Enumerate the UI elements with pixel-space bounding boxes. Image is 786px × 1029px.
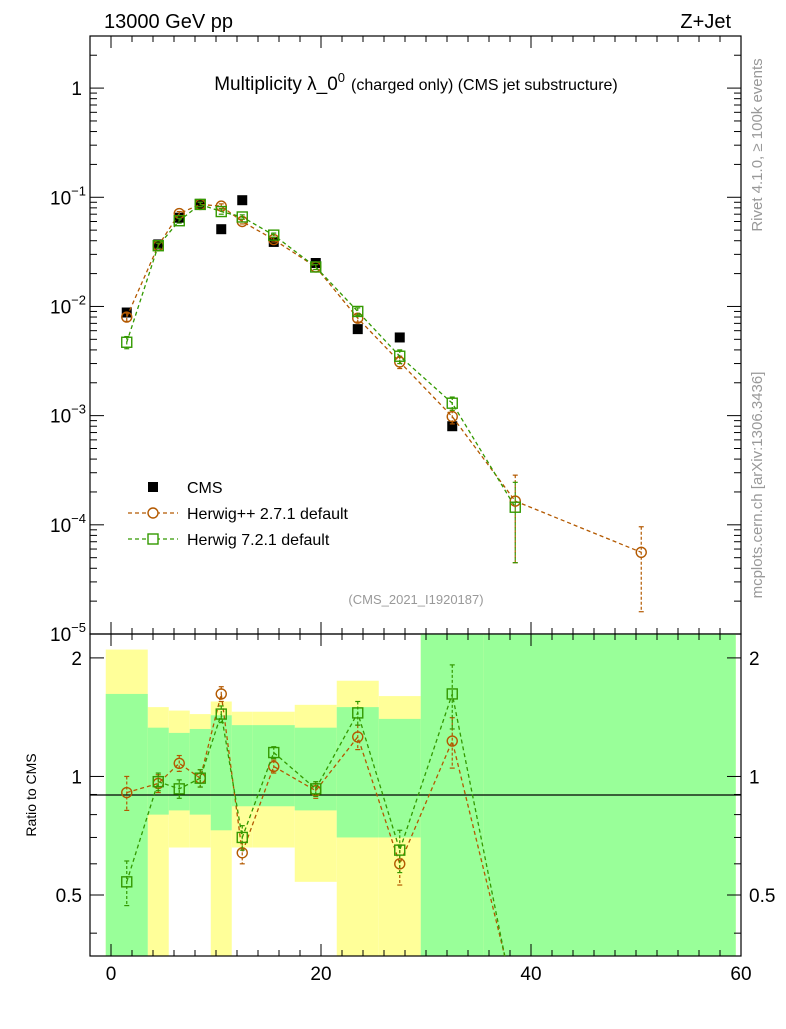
x-axis: 0 20 40 60 — [106, 634, 752, 985]
legend: CMS Herwig++ 2.7.1 default Herwig 7.2.1 de… — [128, 480, 349, 549]
band-inner — [147, 727, 169, 815]
chart-title: Multiplicity λ_00 (charged only) (CMS jet… — [214, 70, 618, 95]
herwigpp-marker — [635, 546, 647, 559]
ratio-herwig7-marker — [268, 746, 280, 759]
main-y-tick-label: 10−5 — [50, 620, 86, 646]
ratio-y-tick-label-right: 1 — [749, 767, 760, 788]
ratio-herwigpp-marker — [173, 757, 185, 769]
main-series — [121, 195, 647, 647]
header-left: 13000 GeV pp — [104, 11, 233, 33]
rivet-label: Rivet 4.1.0, ≥ 100k events — [749, 58, 766, 231]
herwig7-marker — [268, 229, 280, 241]
cms-data-point — [394, 332, 405, 343]
cms-data-point — [174, 212, 185, 223]
herwig7-marker — [152, 240, 164, 252]
main-y-tick-label: 10−2 — [50, 292, 86, 318]
band-inner — [105, 693, 148, 956]
cms-data-point — [447, 421, 458, 432]
ratio-herwig7-marker — [446, 688, 458, 700]
legend-label: Herwig 7.2.1 default — [187, 532, 330, 549]
band-inner — [210, 715, 232, 831]
band-inner — [231, 725, 253, 807]
ratio-herwigpp-marker — [215, 688, 227, 700]
herwig7-marker — [509, 501, 521, 513]
ratio-herwig7-marker — [394, 844, 406, 856]
band-inner — [378, 718, 421, 838]
herwig7-marker — [194, 198, 206, 211]
cms-data-point — [216, 224, 227, 235]
herwigpp-marker — [446, 410, 458, 423]
herwig7-marker — [394, 350, 406, 362]
legend-herwig7-marker — [147, 533, 159, 545]
ratio-y-tick-label-right: 2 — [749, 649, 760, 670]
herwig7-marker — [352, 305, 364, 318]
main-y-tick-label: 10−1 — [50, 183, 86, 209]
ratio-y-tick-label: 1 — [71, 767, 82, 788]
herwig7-marker — [236, 211, 248, 223]
herwigpp-line — [126, 203, 642, 553]
chart-title-suffix: (charged only) (CMS jet substructure) — [351, 77, 618, 94]
ratio-herwig7-marker — [121, 876, 133, 888]
legend-label: Herwig++ 2.7.1 default — [187, 506, 349, 523]
ratio-herwigpp-marker — [352, 731, 364, 743]
herwig7-marker — [215, 205, 227, 218]
herwigpp-marker — [121, 311, 133, 323]
x-tick-label: 0 — [106, 964, 117, 985]
herwig7-marker — [446, 397, 458, 409]
mcplots-label: mcplots.cern.ch [arXiv:1306.3436] — [749, 372, 766, 599]
main-y-tick-label: 1 — [71, 79, 82, 100]
ratio-herwig7-marker — [236, 831, 248, 844]
main-panel: 1 10−1 10−2 10−3 10−4 10−5 Multiplicity λ_00 (… — [50, 35, 742, 647]
legend-herwigpp-marker — [147, 507, 159, 519]
herwig7-marker — [121, 336, 133, 348]
ratio-panel: 2 2 1 1 0.5 0.5 0 20 40 60 Ratio to CMS — [23, 633, 775, 985]
ratio-herwig7-marker — [215, 708, 227, 720]
main-y-tick-label: 10−3 — [50, 402, 86, 428]
ratio-herwig7-marker — [352, 707, 364, 719]
ratio-herwigpp-marker — [446, 735, 458, 747]
ratio-y-axis: 2 2 1 1 0.5 0.5 — [56, 649, 775, 934]
x-tick-label: 20 — [310, 964, 331, 985]
ratio-herwig7-marker — [152, 775, 164, 788]
ratio-herwigpp-marker — [268, 760, 280, 773]
ratio-y-tick-label-right: 0.5 — [749, 886, 775, 907]
main-y-tick-label: 10−4 — [50, 511, 86, 537]
chart-title-main: Multiplicity λ_0 — [214, 74, 338, 95]
ratio-series — [121, 664, 506, 957]
analysis-tag: (CMS_2021_I1920187) — [348, 592, 483, 607]
band-inner — [336, 707, 379, 838]
legend-cms-marker — [148, 482, 158, 492]
cms-data-point — [352, 324, 363, 335]
x-tick-label: 40 — [520, 964, 541, 985]
chart-title-sup: 0 — [338, 70, 345, 85]
ratio-herwig7-line — [126, 691, 506, 957]
ratio-herwig7-marker — [173, 783, 185, 795]
herwig7-marker — [310, 261, 322, 273]
main-x-ticks — [110, 36, 742, 634]
ratio-herwig7-marker — [194, 772, 206, 784]
ratio-herwigpp-marker — [394, 858, 406, 870]
ratio-herwigpp-marker — [121, 786, 133, 799]
ratio-y-tick-label: 0.5 — [56, 886, 82, 907]
main-y-axis: 1 10−1 10−2 10−3 10−4 10−5 — [50, 35, 741, 646]
x-tick-label: 60 — [730, 964, 751, 985]
cms-data-point — [237, 195, 248, 206]
header-right: Z+Jet — [680, 11, 731, 33]
herwig7-line — [126, 203, 516, 508]
ratio-herwig7-marker — [310, 783, 322, 795]
herwigpp-marker — [509, 495, 521, 507]
legend-label: CMS — [187, 480, 223, 497]
ratio-y-label: Ratio to CMS — [23, 753, 39, 836]
herwig7-marker — [173, 215, 185, 227]
cms-data-point — [310, 258, 321, 269]
ratio-y-tick-label: 2 — [71, 649, 82, 670]
